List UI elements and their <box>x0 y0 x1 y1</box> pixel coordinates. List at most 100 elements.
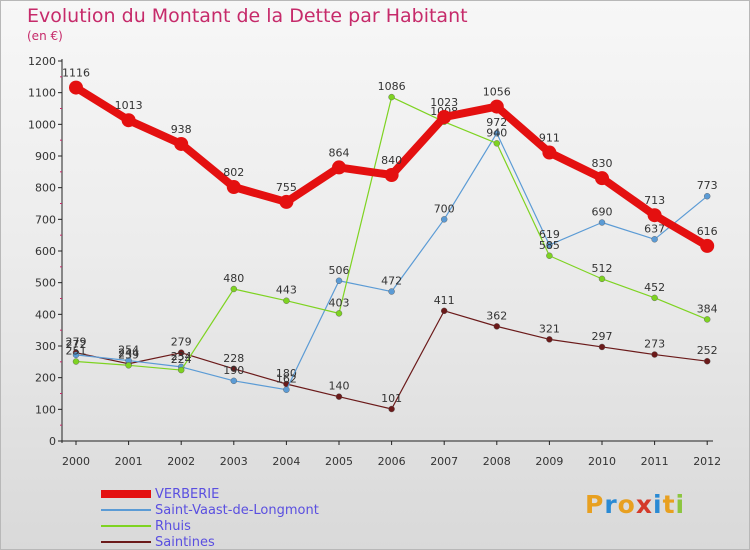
proxiti-logo: Proxiti <box>585 490 685 519</box>
data-label: 616 <box>697 225 718 238</box>
y-tick-label: 700 <box>35 213 56 226</box>
y-tick-label: 500 <box>35 277 56 290</box>
data-label: 384 <box>697 302 718 315</box>
data-label: 279 <box>171 336 192 349</box>
logo-letter: o <box>617 490 636 519</box>
logo-letter: x <box>635 490 653 519</box>
data-label: 938 <box>171 123 192 136</box>
data-label: 224 <box>171 353 192 366</box>
data-point <box>489 99 504 114</box>
data-label: 140 <box>329 380 350 393</box>
y-tick-label: 300 <box>35 340 56 353</box>
data-label: 1116 <box>62 67 90 80</box>
x-tick-label: 2008 <box>483 455 511 468</box>
data-point <box>704 193 711 200</box>
data-point <box>230 377 238 385</box>
logo-letter: i <box>653 490 663 519</box>
data-point <box>546 241 553 249</box>
data-label: 585 <box>539 239 560 252</box>
data-point <box>335 393 343 400</box>
x-tick-label: 2003 <box>220 455 248 468</box>
x-tick-label: 2002 <box>167 455 195 468</box>
data-point <box>598 275 606 283</box>
data-label: 830 <box>592 157 613 170</box>
data-point <box>384 168 399 182</box>
legend-item: Rhuis <box>101 518 319 534</box>
data-point <box>595 171 609 186</box>
data-label: 272 <box>66 338 87 351</box>
data-point <box>704 358 711 365</box>
data-label: 180 <box>276 367 297 380</box>
x-tick-label: 2011 <box>641 455 669 468</box>
x-tick-label: 2001 <box>115 455 143 468</box>
data-point <box>72 351 80 359</box>
logo-letter: t <box>662 490 676 519</box>
data-point <box>121 113 136 128</box>
legend-swatch <box>101 490 151 498</box>
data-point <box>283 297 290 304</box>
data-label: 911 <box>539 132 560 145</box>
data-label: 251 <box>66 345 87 358</box>
data-label: 637 <box>644 222 665 235</box>
data-label: 228 <box>223 352 244 365</box>
data-point <box>651 351 658 358</box>
data-label: 297 <box>592 330 613 343</box>
data-point <box>546 336 553 343</box>
data-label: 321 <box>539 322 560 335</box>
data-label: 279 <box>66 336 87 349</box>
data-label: 1086 <box>378 80 406 93</box>
data-point <box>388 405 395 413</box>
y-tick-label: 1100 <box>28 87 56 100</box>
data-point <box>441 216 448 223</box>
logo-letter: r <box>604 490 618 519</box>
data-label: 411 <box>434 294 455 307</box>
data-point <box>647 208 662 223</box>
x-tick-label: 2007 <box>430 455 458 468</box>
data-label: 972 <box>486 116 507 129</box>
x-tick-label: 2009 <box>535 455 563 468</box>
data-label: 403 <box>329 296 350 309</box>
y-tick-label: 100 <box>35 403 56 416</box>
y-tick-label: 1200 <box>28 55 56 68</box>
data-label: 244 <box>118 347 139 360</box>
y-tick-label: 900 <box>35 150 56 163</box>
y-tick-label: 1000 <box>28 118 56 131</box>
data-label: 472 <box>381 275 402 288</box>
x-tick-label: 2006 <box>378 455 406 468</box>
data-point <box>174 136 189 151</box>
data-point <box>335 277 343 284</box>
x-tick-label: 2010 <box>588 455 616 468</box>
legend-label: VERBERIE <box>155 486 220 502</box>
legend-item: Saintines <box>101 534 319 550</box>
data-point <box>177 349 185 356</box>
data-label: 700 <box>434 202 455 215</box>
data-point <box>598 343 606 351</box>
legend-swatch <box>101 509 151 511</box>
x-tick-label: 2005 <box>325 455 353 468</box>
legend-label: Saintines <box>155 534 215 550</box>
legend-swatch <box>101 525 151 527</box>
data-label: 452 <box>644 281 665 294</box>
x-tick-label: 2000 <box>62 455 90 468</box>
data-label: 1023 <box>430 96 458 109</box>
data-label: 239 <box>118 348 139 361</box>
data-label: 101 <box>381 392 402 405</box>
legend-label: Rhuis <box>155 518 191 534</box>
data-label: 1013 <box>115 99 143 112</box>
y-tick-label: 200 <box>35 372 56 385</box>
legend-label: Saint-Vaast-de-Longmont <box>155 502 319 518</box>
data-label: 443 <box>276 284 297 297</box>
data-label: 234 <box>171 350 192 363</box>
data-point <box>230 365 238 372</box>
data-label: 940 <box>486 126 507 139</box>
data-point <box>493 129 500 137</box>
data-point <box>125 362 132 369</box>
data-label: 713 <box>644 194 665 207</box>
legend-item: Saint-Vaast-de-Longmont <box>101 502 319 518</box>
data-label: 773 <box>697 179 718 192</box>
data-point <box>546 252 553 259</box>
data-point <box>283 386 290 393</box>
y-tick-label: 600 <box>35 245 56 258</box>
y-tick-label: 800 <box>35 182 56 195</box>
